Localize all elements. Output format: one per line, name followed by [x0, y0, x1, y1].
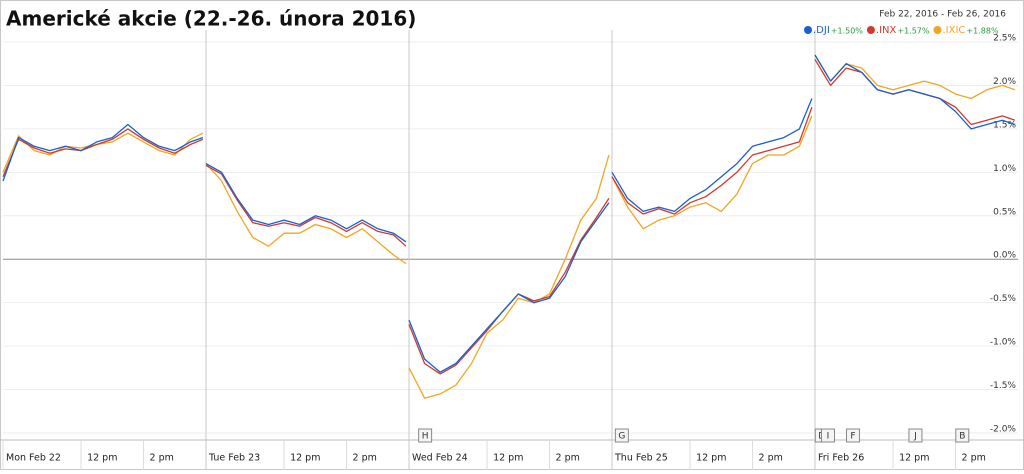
- event-flag: [418, 428, 433, 443]
- chart-title: Americké akcie (22.-26. února 2016): [6, 7, 416, 31]
- series-line: [2, 54, 1016, 399]
- x-tick-label: 12 pm: [899, 453, 929, 464]
- event-flag-label: H: [422, 432, 429, 442]
- series-line: [2, 54, 1016, 373]
- x-tick-label: 2 pm: [556, 453, 580, 464]
- x-tick-label: Fri Feb 26: [818, 453, 864, 464]
- event-flag: [955, 428, 970, 443]
- y-tick-label: 2.5%: [993, 34, 1016, 44]
- legend-change: +1.88%: [966, 27, 999, 36]
- y-tick-label: 0.0%: [993, 251, 1016, 261]
- event-flag-label: J: [913, 432, 917, 442]
- event-flag-label: I: [827, 432, 830, 442]
- x-tick-label: 12 pm: [87, 453, 117, 464]
- y-tick-label: 1.0%: [993, 164, 1016, 174]
- legend-name: .DJI: [813, 25, 830, 36]
- x-tick-label: 12 pm: [290, 453, 320, 464]
- event-flag: [820, 428, 835, 443]
- y-tick-label: -0.5%: [990, 294, 1017, 304]
- x-tick-label: 2 pm: [353, 453, 377, 464]
- legend-name: .INX: [876, 25, 897, 36]
- legend-name: .IXIC: [943, 25, 966, 36]
- event-flag-label: B: [959, 432, 965, 442]
- legend-change: +1.50%: [831, 27, 864, 36]
- event-flag-label: G: [618, 432, 625, 442]
- x-tick-label: Thu Feb 25: [614, 453, 668, 464]
- x-tick-label: Wed Feb 24: [412, 453, 468, 464]
- event-flag: [614, 428, 629, 443]
- legend-dot: [804, 26, 812, 34]
- event-flag-label: F: [850, 432, 855, 442]
- event-flag: [845, 428, 860, 443]
- y-tick-label: 1.5%: [993, 120, 1016, 130]
- x-tick-label: Mon Feb 22: [6, 453, 61, 464]
- x-tick-label: 2 pm: [150, 453, 174, 464]
- y-tick-label: -2.0%: [990, 425, 1017, 435]
- x-tick-label: 12 pm: [696, 453, 726, 464]
- x-tick-label: 2 pm: [962, 453, 986, 464]
- x-tick-label: 12 pm: [493, 453, 523, 464]
- y-tick-label: 2.0%: [993, 77, 1016, 87]
- date-range: Feb 22, 2016 - Feb 26, 2016: [879, 10, 1006, 20]
- x-tick-label: Tue Feb 23: [208, 453, 260, 464]
- event-flag: [908, 428, 923, 443]
- y-tick-label: -1.5%: [990, 381, 1017, 391]
- y-tick-label: 0.5%: [993, 207, 1016, 217]
- y-tick-label: -1.0%: [990, 338, 1017, 348]
- legend-change: +1.57%: [897, 27, 930, 36]
- x-tick-label: 2 pm: [759, 453, 783, 464]
- legend-dot: [933, 26, 942, 34]
- legend-dot: [866, 26, 875, 34]
